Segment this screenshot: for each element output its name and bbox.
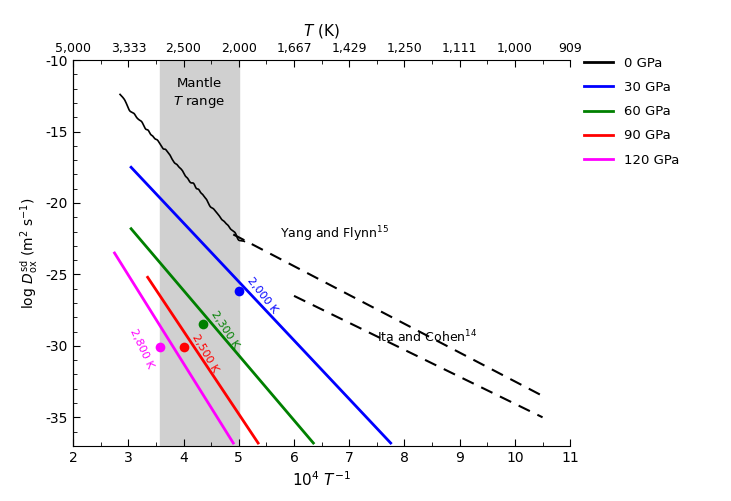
Y-axis label: log $D_{\mathrm{ox}}^{\mathrm{sd}}$ (m$^2$ s$^{-1}$): log $D_{\mathrm{ox}}^{\mathrm{sd}}$ (m$^… <box>18 197 40 309</box>
Text: Ita and Cohen$^{14}$: Ita and Cohen$^{14}$ <box>377 329 477 345</box>
X-axis label: $10^4\ T^{-1}$: $10^4\ T^{-1}$ <box>292 470 351 489</box>
Legend: 0 GPa, 30 GPa, 60 GPa, 90 GPa, 120 GPa: 0 GPa, 30 GPa, 60 GPa, 90 GPa, 120 GPa <box>584 57 679 166</box>
Text: 2,000 K: 2,000 K <box>246 276 279 315</box>
Text: Yang and Flynn$^{15}$: Yang and Flynn$^{15}$ <box>280 224 389 244</box>
Text: 2,300 K: 2,300 K <box>210 309 241 350</box>
Text: 2,500 K: 2,500 K <box>190 332 220 374</box>
Text: Mantle
$T$ range: Mantle $T$ range <box>173 77 225 110</box>
X-axis label: $T$ (K): $T$ (K) <box>303 22 340 40</box>
Text: 2,800 K: 2,800 K <box>129 327 156 370</box>
Bar <box>160 60 239 446</box>
